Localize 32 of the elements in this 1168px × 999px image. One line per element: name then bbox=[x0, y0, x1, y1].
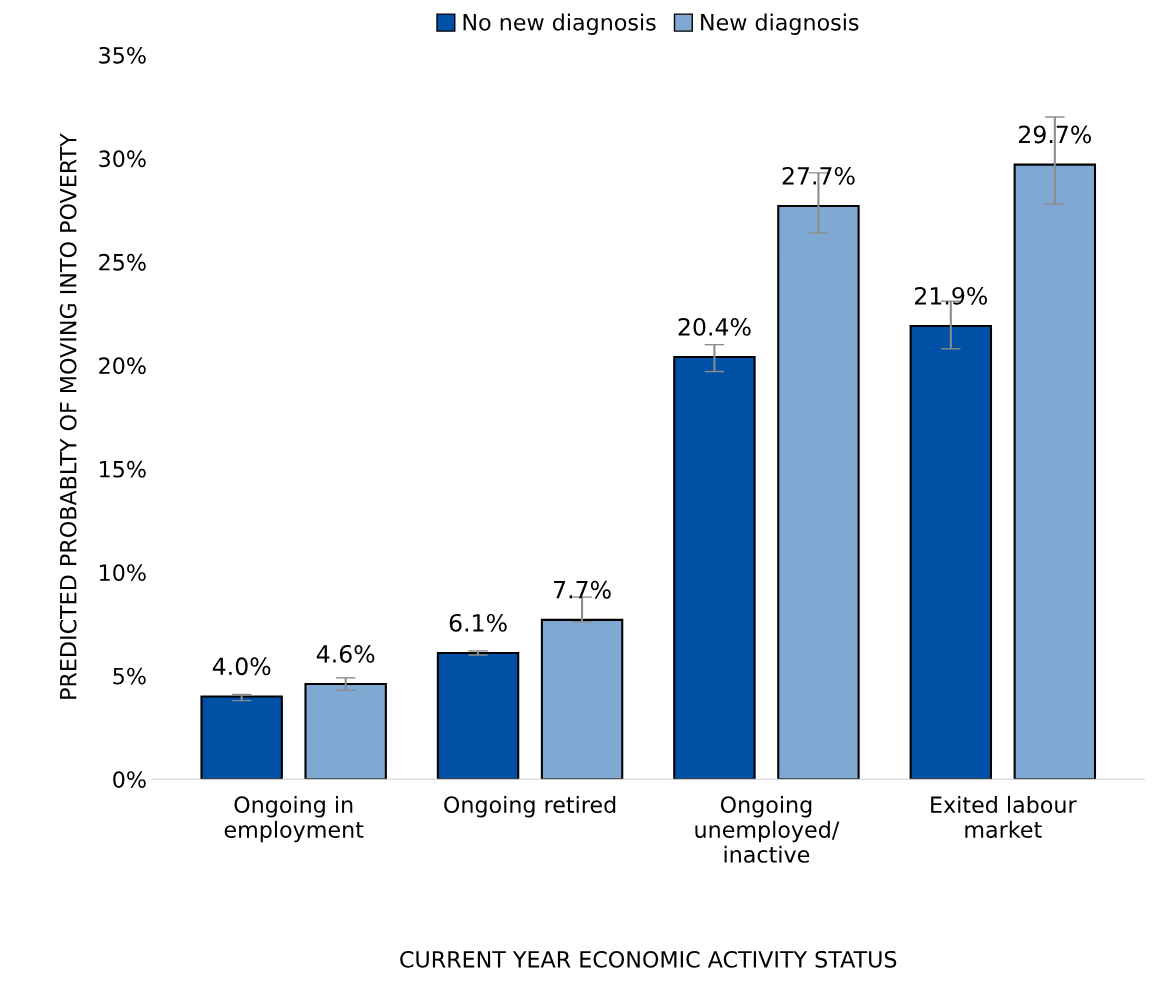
bar bbox=[673, 356, 756, 780]
y-tick-label: 5% bbox=[113, 667, 146, 685]
data-label: 4.6% bbox=[316, 644, 375, 663]
legend-label: No new diagnosis bbox=[463, 13, 656, 35]
x-tick-label: Ongoing unemployed/ inactive bbox=[695, 795, 840, 863]
x-tick-label: Ongoing in employment bbox=[224, 795, 364, 843]
x-tick-label: Exited labour market bbox=[931, 795, 1077, 838]
y-tick-label: 20% bbox=[99, 357, 146, 375]
y-tick-label: 35% bbox=[99, 46, 146, 64]
data-label: 27.7% bbox=[782, 166, 855, 185]
bar bbox=[909, 324, 993, 780]
legend-label: New diagnosis bbox=[701, 13, 859, 35]
y-tick-label: 10% bbox=[100, 564, 146, 582]
data-label: 21.9% bbox=[915, 286, 988, 305]
data-label: 20.4% bbox=[678, 317, 751, 336]
y-tick-label: 30% bbox=[99, 150, 146, 168]
y-tick-label: 0% bbox=[113, 771, 146, 788]
bar bbox=[304, 682, 387, 780]
x-tick-label: Ongoing retired bbox=[444, 795, 616, 818]
bar bbox=[1013, 163, 1097, 780]
data-label: 7.7% bbox=[554, 580, 611, 599]
y-axis-title: PREDICTED PROBABLTY OF MOVING INTO POVERTY bbox=[59, 133, 77, 699]
bar bbox=[200, 695, 283, 780]
x-axis-title: CURRENT YEAR ECONOMIC ACTIVITY STATUS bbox=[400, 950, 897, 968]
y-tick-label: 25% bbox=[99, 253, 146, 271]
data-label: 29.7% bbox=[1019, 125, 1092, 144]
bar bbox=[540, 618, 624, 780]
data-label: 6.1% bbox=[449, 613, 507, 632]
bar bbox=[777, 204, 860, 780]
y-tick-label: 15% bbox=[100, 460, 146, 478]
data-label: 4.0% bbox=[212, 657, 271, 676]
bar bbox=[436, 651, 520, 780]
